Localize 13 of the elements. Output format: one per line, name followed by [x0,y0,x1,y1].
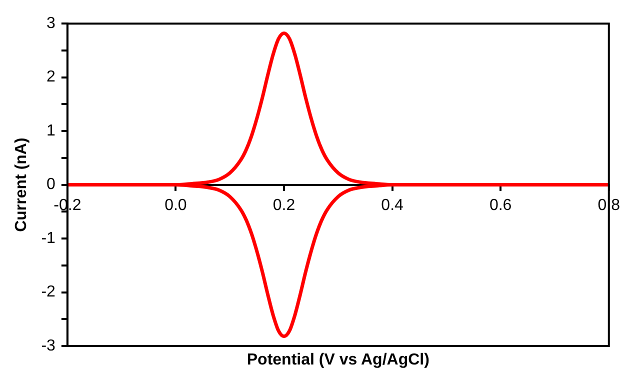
x-tick-label: 0.0 [164,196,187,214]
x-tick-label: 0.6 [489,196,512,214]
y-tick-label: -1 [41,230,56,247]
y-axis-title: Current (nA) [13,138,30,232]
y-tick-label: -2 [41,284,56,301]
y-tick-label: 0 [46,176,56,194]
y-tick-label: 2 [46,68,56,86]
y-tick-label: 1 [46,122,56,140]
x-axis-title: Potential (V vs Ag/AgCl) [246,351,430,368]
y-tick-label: 3 [46,15,56,32]
y-tick-label: -3 [41,337,56,354]
x-tick-label: 0.2 [272,196,296,214]
x-tick-label: 0.4 [381,196,404,214]
